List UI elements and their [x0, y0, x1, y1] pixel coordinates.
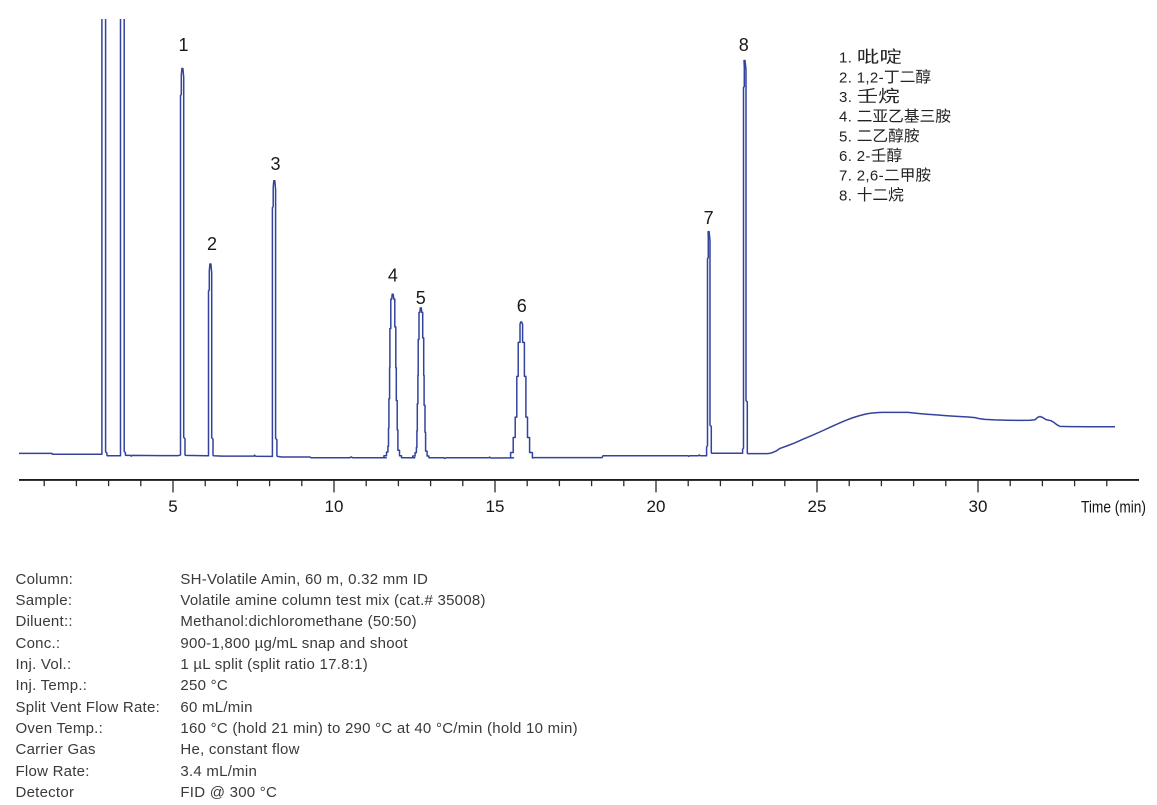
svg-text:6: 6	[517, 296, 527, 316]
svg-text:5.: 5.	[839, 128, 852, 145]
svg-text:2: 2	[207, 234, 217, 254]
svg-text:6. 2-: 6. 2-	[839, 148, 871, 165]
svg-text:5: 5	[168, 497, 177, 516]
svg-text:8: 8	[739, 35, 749, 55]
svg-text:Time (min): Time (min)	[1081, 497, 1146, 516]
svg-text:7. 2,6-: 7. 2,6-	[839, 168, 884, 185]
svg-text:1.: 1.	[839, 50, 852, 67]
svg-text:7: 7	[704, 208, 714, 228]
svg-text:3.: 3.	[839, 89, 852, 106]
svg-text:4.: 4.	[839, 109, 852, 126]
svg-text:1: 1	[178, 35, 188, 55]
svg-text:2. 1,2-: 2. 1,2-	[839, 69, 884, 86]
svg-text:15: 15	[486, 497, 505, 516]
svg-text:20: 20	[647, 497, 666, 516]
svg-text:5: 5	[416, 288, 426, 308]
svg-text:8.: 8.	[839, 187, 852, 204]
svg-text:3: 3	[270, 154, 280, 174]
svg-text:25: 25	[808, 497, 827, 516]
svg-text:4: 4	[388, 265, 398, 285]
svg-text:10: 10	[325, 497, 344, 516]
svg-text:30: 30	[969, 497, 988, 516]
